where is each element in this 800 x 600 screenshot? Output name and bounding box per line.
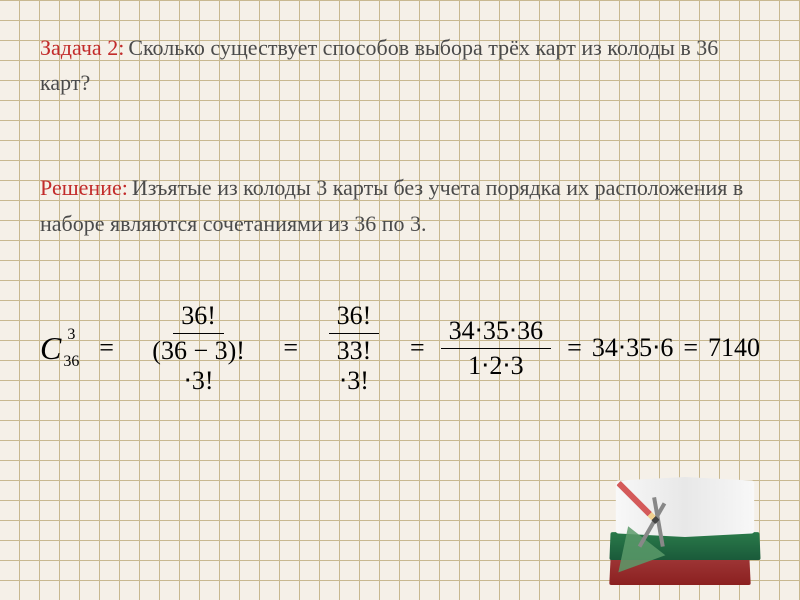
frac2-num: 36!	[329, 301, 380, 334]
solution-text: Изъятые из колоды 3 карты без учета поря…	[40, 175, 743, 235]
frac1-den: (36 − 3)!⋅3!	[130, 334, 267, 396]
problem-block: Задача 2: Сколько существует способов вы…	[40, 30, 760, 100]
solution-title: Решение:	[40, 175, 128, 200]
C-subscript: 36	[63, 353, 79, 371]
solution-block: Решение: Изъятые из колоды 3 карты без у…	[40, 170, 760, 240]
C-superscript: 3	[67, 326, 75, 344]
frac2-den: 33!⋅3!	[314, 334, 394, 396]
formula-expand: 34⋅35⋅6	[592, 333, 674, 363]
book-page-right	[685, 477, 754, 537]
formula-result: 7140	[708, 333, 760, 363]
problem-title: Задача 2:	[40, 35, 124, 60]
fraction-3: 34⋅35⋅36 1⋅2⋅3	[441, 316, 552, 381]
problem-text: Сколько существует способов выбора трёх …	[40, 35, 718, 95]
equals-3: =	[410, 333, 425, 363]
equals-1: =	[99, 333, 114, 363]
C-letter: C	[40, 330, 61, 366]
equals-4: =	[567, 333, 582, 363]
formula: C 3 36 = 36! (36 − 3)!⋅3! = 36! 33!⋅3! =…	[40, 301, 760, 396]
frac3-den: 1⋅2⋅3	[460, 349, 532, 381]
slide-container: Задача 2: Сколько существует способов вы…	[0, 0, 800, 600]
equals-2: =	[283, 333, 298, 363]
equals-5: =	[683, 333, 698, 363]
fraction-2: 36! 33!⋅3!	[314, 301, 394, 396]
frac1-num: 36!	[173, 301, 224, 334]
books-decoration	[590, 455, 770, 585]
combination-symbol: C 3 36	[40, 330, 61, 367]
frac3-num: 34⋅35⋅36	[441, 316, 552, 349]
fraction-1: 36! (36 − 3)!⋅3!	[130, 301, 267, 396]
